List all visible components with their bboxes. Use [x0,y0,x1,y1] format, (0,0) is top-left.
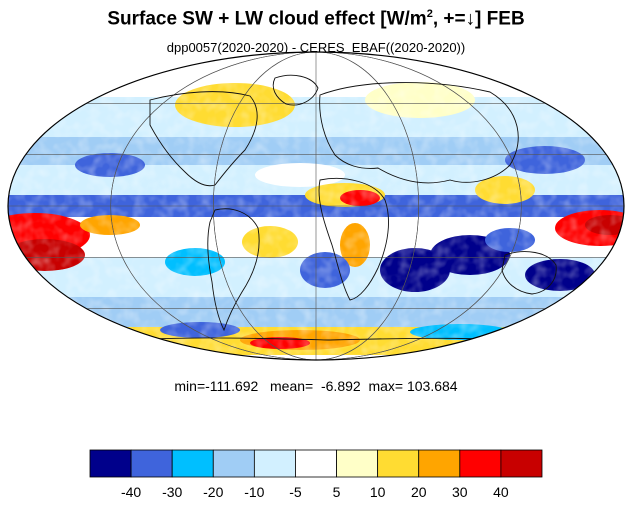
map-title-main: Surface SW + LW cloud effect [W/m [107,8,427,30]
graticule [8,52,624,360]
colorbar-tick-label: -10 [244,484,264,500]
max-value: 103.684 [406,378,458,394]
map-title-rest: , +=↓] FEB [432,8,525,30]
colorbar-swatch [130,449,173,478]
greenland-coastline [272,74,319,106]
colorbar-swatch [253,449,296,478]
south-america-coastline [207,208,260,332]
min-value: -111.692 [205,378,259,394]
colorbar-swatch [500,449,543,478]
colorbar-swatch [212,449,255,478]
stats-line: min=-111.692 mean= -6.892 max= 103.684 [0,378,632,394]
colorbar-tick-label: 10 [370,484,386,500]
colorbar-swatch [89,449,132,478]
africa-coastline [318,177,389,301]
max-label: max= [368,378,404,394]
colorbar-tick-label: 20 [411,484,427,500]
colorbar-swatch [336,449,379,478]
colorbar-swatch [459,449,502,478]
map-subtitle: dpp0057(2020-2020) - CERES_EBAF((2020-20… [166,40,466,55]
colorbar-tick-label: 40 [493,484,509,500]
colorbar-swatch [171,449,214,478]
colorbar-tick-label: -20 [203,484,223,500]
colorbar-tick-label: -30 [162,484,182,500]
colorbar-swatch [295,449,337,478]
map-title: Surface SW + LW cloud effect [W/m2, +=↓]… [0,8,632,30]
colorbar-tick-label: 5 [333,484,341,500]
australia-coastline [501,251,557,295]
colorbar-swatch [377,449,420,478]
meridian-line [110,52,522,360]
meridian-line [213,52,419,360]
map-title-superscript: 2 [426,8,433,20]
mean-value: -6.892 [320,378,361,394]
eurasia-coastline [319,82,519,184]
colorbar-swatch [418,449,461,478]
north-america-coastline [149,91,258,187]
colorbar-tick-label: 30 [452,484,468,500]
colorbar-tick-label: -40 [121,484,141,500]
min-label: min= [174,378,206,394]
world-map-mollweide [7,51,625,361]
colorbar-tick-label: -5 [289,484,302,500]
mean-label: mean= [270,378,314,394]
map-boundary [7,51,625,361]
